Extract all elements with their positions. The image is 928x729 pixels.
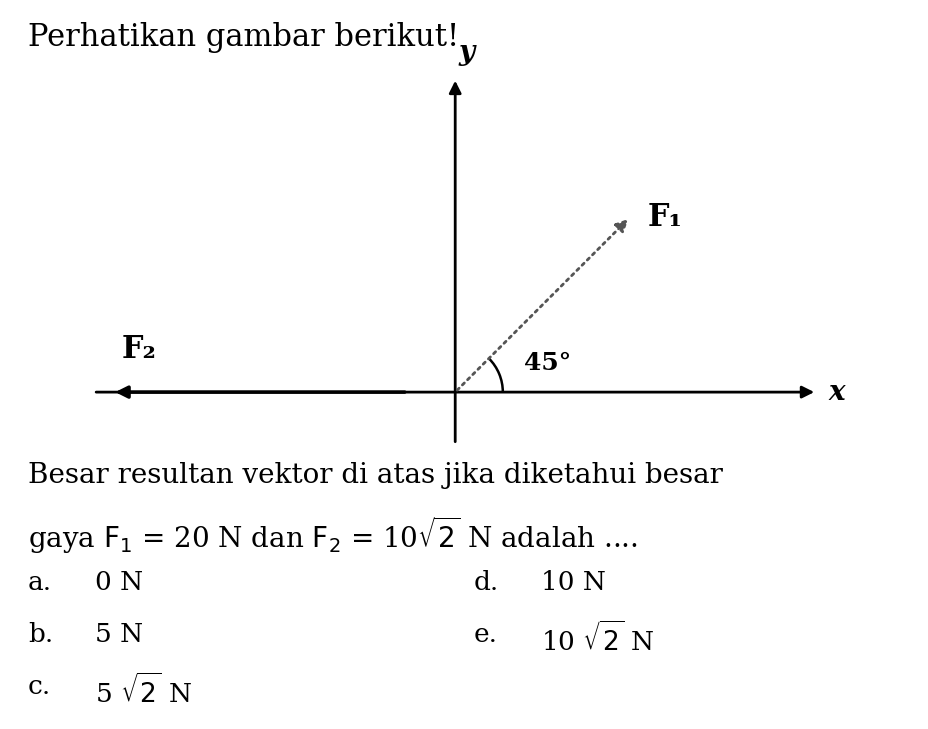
Text: e.: e. — [473, 622, 497, 647]
Text: 10 $\sqrt{2}$ N: 10 $\sqrt{2}$ N — [540, 622, 653, 656]
Text: c.: c. — [28, 674, 51, 698]
Text: b.: b. — [28, 622, 53, 647]
Text: gaya $\mathrm{F_1}$ = 20 N dan $\mathrm{F_2}$ = 10$\sqrt{2}$ N adalah ....: gaya $\mathrm{F_1}$ = 20 N dan $\mathrm{… — [28, 515, 638, 556]
Text: a.: a. — [28, 570, 52, 595]
Text: 45°: 45° — [523, 351, 571, 375]
Text: Perhatikan gambar berikut!: Perhatikan gambar berikut! — [28, 22, 458, 53]
Text: 5 $\sqrt{2}$ N: 5 $\sqrt{2}$ N — [95, 674, 191, 709]
Text: d.: d. — [473, 570, 498, 595]
Text: F₂: F₂ — [122, 335, 157, 365]
Text: 10 N: 10 N — [540, 570, 605, 595]
Text: 5 N: 5 N — [95, 622, 143, 647]
Text: x: x — [828, 378, 844, 405]
Text: 0 N: 0 N — [95, 570, 143, 595]
Text: Besar resultan vektor di atas jika diketahui besar: Besar resultan vektor di atas jika diket… — [28, 462, 722, 489]
Text: F₁: F₁ — [647, 201, 682, 233]
Text: y: y — [458, 39, 474, 66]
